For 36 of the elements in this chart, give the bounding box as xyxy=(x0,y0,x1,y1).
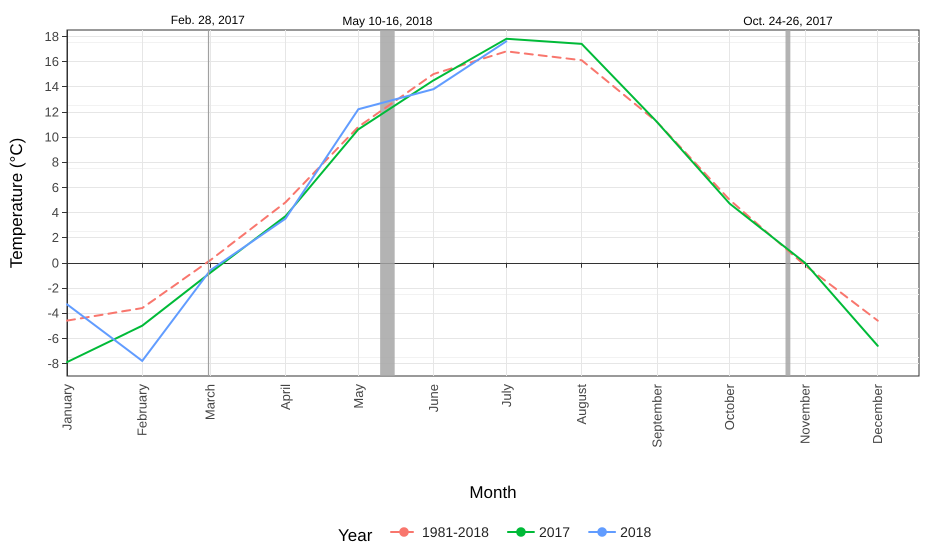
y-tick-label: 16 xyxy=(44,54,59,69)
legend-label: 2017 xyxy=(538,524,570,540)
x-tick-label: January xyxy=(60,384,74,430)
y-tick-label: 12 xyxy=(44,104,59,120)
legend-label: 1981-2018 xyxy=(422,524,490,540)
y-tick-label: 0 xyxy=(52,255,59,270)
x-tick-label: June xyxy=(426,384,442,412)
band-label: May 10-16, 2018 xyxy=(342,14,433,28)
y-tick-label: -2 xyxy=(47,280,59,296)
x-tick-label: November xyxy=(797,383,812,444)
x-tick-label: February xyxy=(134,384,150,436)
x-tick-label: April xyxy=(278,384,293,410)
x-tick-label: December xyxy=(870,383,886,444)
x-tick-label: October xyxy=(722,383,738,430)
y-tick-label: 8 xyxy=(52,154,59,170)
x-axis-title: Month xyxy=(469,483,517,502)
band-label: Oct. 24-26, 2017 xyxy=(743,14,833,28)
y-tick-label: 10 xyxy=(44,129,59,144)
ref-line-label: Feb. 28, 2017 xyxy=(170,13,246,27)
legend-label: 2018 xyxy=(620,524,652,540)
x-tick-label: May xyxy=(350,384,366,409)
legend-title: Year xyxy=(338,526,373,545)
line-series xyxy=(66,40,508,362)
y-axis-title: Temperature (°C) xyxy=(7,138,26,268)
y-tick-label: 14 xyxy=(44,79,59,94)
y-tick-label: -4 xyxy=(47,306,59,321)
y-tick-label: 2 xyxy=(52,230,59,246)
x-tick-label: July xyxy=(498,384,514,408)
x-tick-label: September xyxy=(649,383,664,448)
y-tick-label: -6 xyxy=(47,330,59,346)
y-tick-label: -8 xyxy=(47,356,59,371)
y-tick-label: 6 xyxy=(52,180,59,195)
y-tick-label: 18 xyxy=(44,28,59,44)
x-tick-label: August xyxy=(574,384,590,424)
x-tick-label: March xyxy=(202,384,218,420)
y-tick-label: 4 xyxy=(52,204,59,220)
